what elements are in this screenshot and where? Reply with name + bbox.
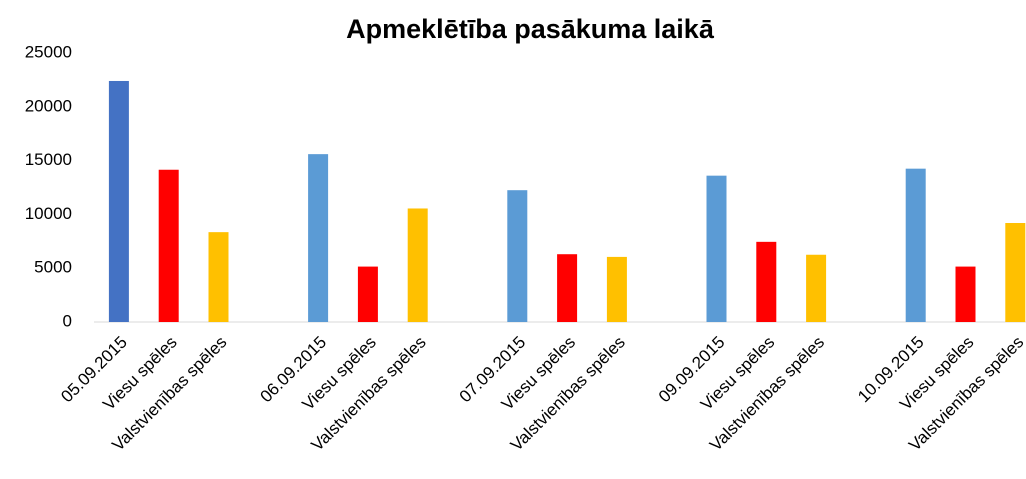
bar bbox=[955, 266, 976, 322]
bar bbox=[357, 266, 378, 322]
y-tick-label: 15000 bbox=[25, 150, 72, 169]
bar bbox=[806, 254, 827, 322]
y-tick-label: 5000 bbox=[34, 258, 72, 277]
bar bbox=[507, 190, 528, 322]
y-tick-label: 0 bbox=[63, 311, 72, 330]
chart-title: Apmeklētība pasākuma laikā bbox=[346, 14, 715, 44]
y-tick-label: 25000 bbox=[25, 42, 72, 61]
bar bbox=[606, 256, 627, 322]
bar bbox=[407, 208, 428, 322]
bar bbox=[108, 80, 129, 322]
y-tick-label: 20000 bbox=[25, 96, 72, 115]
bar bbox=[557, 254, 578, 322]
bar bbox=[1005, 223, 1026, 322]
bar bbox=[308, 154, 329, 322]
bar bbox=[208, 232, 229, 322]
bar bbox=[756, 241, 777, 322]
bar bbox=[905, 168, 926, 322]
y-tick-label: 10000 bbox=[25, 204, 72, 223]
bar bbox=[158, 169, 179, 322]
bar bbox=[706, 175, 727, 322]
